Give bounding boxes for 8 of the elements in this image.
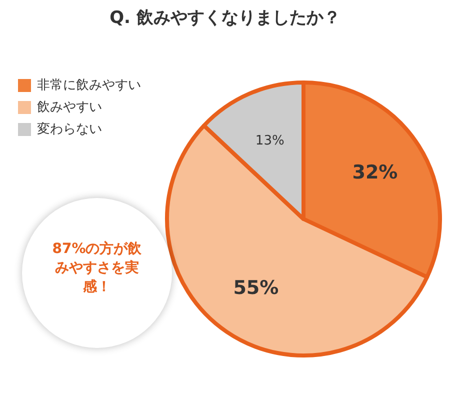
legend-label: 飲みやすい <box>37 99 102 116</box>
legend-label: 変わらない <box>37 121 102 138</box>
data-label: 13% <box>255 134 284 149</box>
data-label: 32% <box>352 162 398 184</box>
chart-title: Q. 飲みやすくなりましたか？ <box>108 7 342 29</box>
text: 87%の方が飲みやすさを実感！ <box>51 240 143 297</box>
data-label: 55% <box>233 276 279 299</box>
legend-label: 非常に飲みやすい <box>37 77 141 94</box>
